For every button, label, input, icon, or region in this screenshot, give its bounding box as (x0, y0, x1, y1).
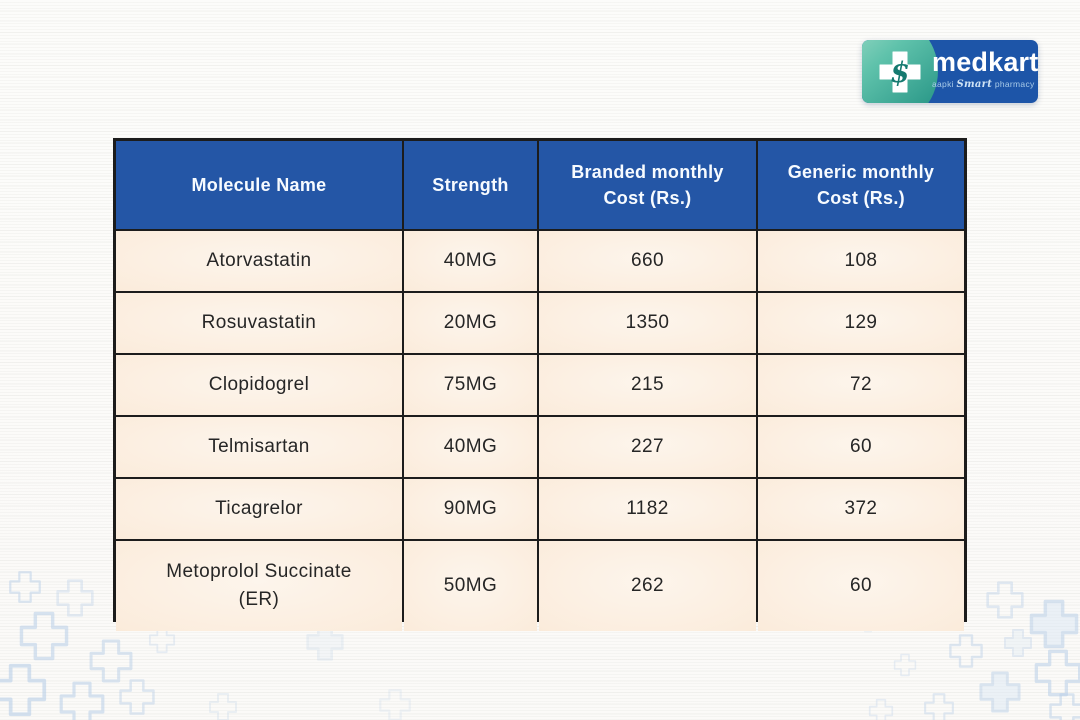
table-cell-molecule: Telmisartan (116, 417, 402, 477)
table-cell-branded-cost: 660 (539, 231, 756, 291)
table-cell-branded-cost: 1182 (539, 479, 756, 539)
medical-cross-icon (979, 671, 1021, 713)
header-strength: Strength (403, 141, 538, 229)
medical-cross-icon (59, 681, 105, 720)
logo-tagline: aapki Smart pharmacy (932, 78, 1035, 90)
table-cell-generic-cost: 372 (757, 479, 964, 539)
header-generic-cost: Generic monthly Cost (Rs.) (757, 141, 964, 229)
table-cell-strength: 40MG (403, 417, 538, 477)
table-cell-strength: 40MG (403, 231, 538, 291)
table-cell-molecule: Ticagrelor (116, 479, 402, 539)
table-cell-generic-cost: 60 (757, 541, 964, 631)
cost-comparison-table: Molecule Name Strength Branded monthly C… (113, 138, 967, 631)
header-molecule-name: Molecule Name (116, 141, 402, 229)
medical-cross-icon (949, 634, 983, 668)
tagline-pre: aapki (932, 78, 954, 89)
medical-cross-icon (19, 611, 69, 661)
header-branded-cost: Branded monthly Cost (Rs.) (539, 141, 756, 229)
medical-cross-icon (89, 639, 133, 683)
table-cell-branded-cost: 1350 (539, 293, 756, 353)
medical-cross-icon (56, 579, 94, 617)
logo-text-block: medkart aapki Smart pharmacy (932, 47, 1038, 90)
table-cell-branded-cost: 262 (539, 541, 756, 631)
medical-cross-icon (1029, 599, 1079, 649)
medkart-cross-icon: $ (879, 51, 921, 93)
table-cell-molecule: Metoprolol Succinate (ER) (116, 541, 402, 631)
table-cell-strength: 75MG (403, 355, 538, 415)
medkart-logo: $ medkart aapki Smart pharmacy (862, 40, 1038, 103)
table-cell-generic-cost: 108 (757, 231, 964, 291)
table-cell-branded-cost: 215 (539, 355, 756, 415)
medical-cross-icon (924, 693, 954, 720)
table-cell-branded-cost: 227 (539, 417, 756, 477)
medical-cross-icon (868, 698, 894, 720)
medical-cross-icon (1004, 629, 1032, 657)
logo-brand-name: medkart (932, 47, 1038, 77)
svg-text:$: $ (890, 56, 909, 89)
tagline-post: pharmacy (994, 78, 1035, 89)
table-cell-generic-cost: 129 (757, 293, 964, 353)
medical-cross-icon (379, 689, 411, 720)
table-cell-generic-cost: 60 (757, 417, 964, 477)
table-cell-strength: 50MG (403, 541, 538, 631)
medical-cross-icon (1049, 693, 1080, 720)
table-cell-generic-cost: 72 (757, 355, 964, 415)
table-cell-molecule: Atorvastatin (116, 231, 402, 291)
medical-cross-icon (9, 571, 41, 603)
table-cell-strength: 20MG (403, 293, 538, 353)
medical-cross-icon (209, 693, 237, 720)
medical-cross-icon (986, 581, 1024, 619)
table-cell-molecule: Clopidogrel (116, 355, 402, 415)
medical-cross-icon (119, 679, 155, 715)
medical-cross-icon (0, 663, 47, 717)
medical-cross-icon (1034, 649, 1080, 697)
table-cell-strength: 90MG (403, 479, 538, 539)
table-cell-molecule: Rosuvastatin (116, 293, 402, 353)
medical-cross-icon (893, 653, 917, 677)
tagline-script-word: Smart (956, 78, 993, 90)
